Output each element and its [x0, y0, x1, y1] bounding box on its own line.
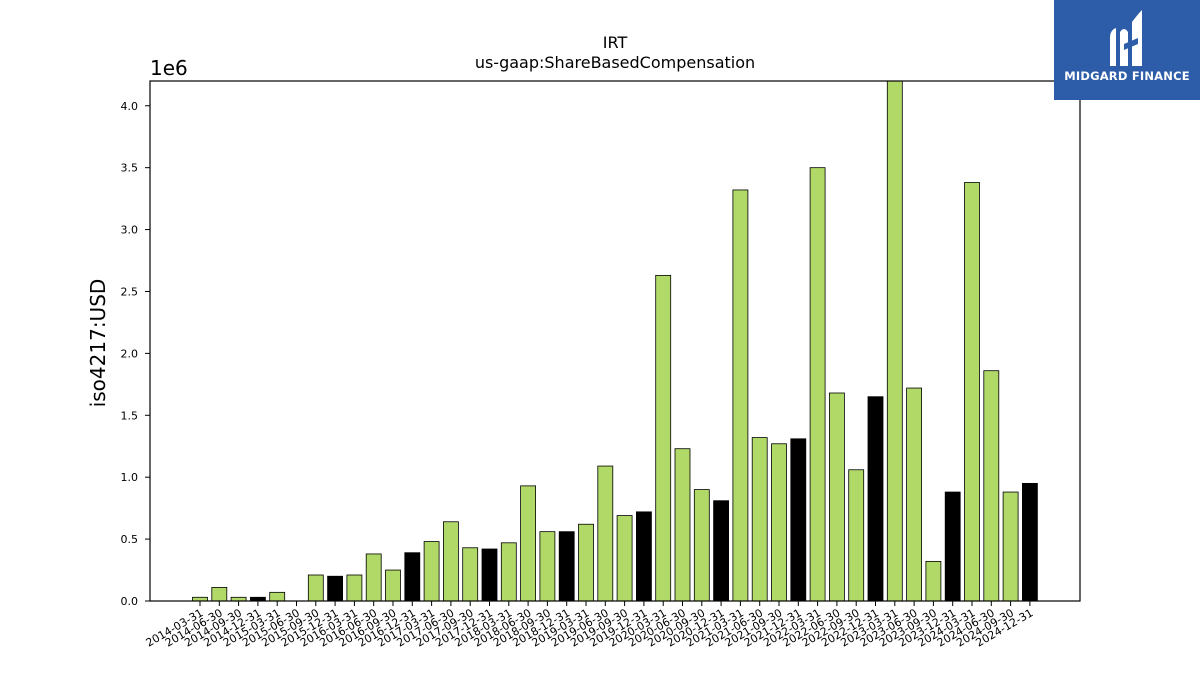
- bar-2018-09-30: [539, 531, 556, 602]
- bar-2016-03-31: [346, 574, 363, 602]
- bar-2019-09-30: [616, 515, 633, 602]
- bar-2019-03-31: [578, 523, 594, 602]
- bar-2015-12-31: [327, 575, 344, 602]
- brand-logo: MIDGARD FINANCE: [1054, 0, 1200, 100]
- bar-2017-03-31: [423, 541, 440, 602]
- bar-2022-03-31: [809, 167, 826, 602]
- y-tick-label: 2.5: [121, 285, 139, 298]
- bar-2022-09-30: [848, 469, 865, 602]
- bar-2020-06-30: [674, 448, 691, 602]
- y-tick-label: 3.0: [121, 224, 139, 237]
- bar-2018-12-31: [558, 531, 575, 602]
- bar-2015-03-31: [269, 591, 286, 602]
- bar-2018-06-30: [520, 485, 536, 602]
- bar-2021-12-31: [790, 438, 807, 602]
- y-tick-label: 4.0: [121, 100, 139, 113]
- y-multiplier-label: 1e6: [150, 56, 188, 80]
- bar-2021-06-30: [751, 437, 768, 602]
- bar-2017-09-30: [462, 547, 479, 602]
- bar-2016-12-31: [404, 552, 421, 602]
- bar-2017-06-30: [442, 521, 459, 602]
- bar-2016-09-30: [385, 569, 401, 602]
- y-tick-label: 1.5: [121, 409, 139, 422]
- bar-2015-09-30: [307, 574, 324, 602]
- bar-2024-03-31: [964, 182, 980, 602]
- bar-2023-06-30: [906, 387, 922, 602]
- brand-name: MIDGARD FINANCE: [1064, 69, 1190, 83]
- chart-subtitle: us-gaap:ShareBasedCompensation: [475, 53, 755, 72]
- bar-2019-06-30: [597, 465, 614, 602]
- bar-2023-03-31: [886, 80, 903, 602]
- bar-2014-06-30: [211, 586, 228, 602]
- bars-group: [192, 80, 1038, 602]
- midgard-logo-icon: [1110, 10, 1142, 66]
- chart-title: IRT: [603, 33, 628, 52]
- bar-2020-12-31: [713, 500, 729, 602]
- bar-2018-03-31: [500, 542, 517, 602]
- bar-2024-12-31: [1022, 482, 1038, 602]
- x-axis: 2014-03-312014-06-302014-09-302014-12-31…: [144, 601, 1035, 650]
- y-axis-label: iso4217:USD: [86, 279, 110, 408]
- bar-2021-03-31: [732, 189, 749, 602]
- y-tick-label: 1.0: [121, 471, 139, 484]
- y-tick-label: 2.0: [121, 347, 139, 360]
- bar-2016-06-30: [365, 553, 382, 602]
- bar-2022-12-31: [867, 396, 884, 602]
- y-tick-label: 0.5: [121, 533, 139, 546]
- bar-2017-12-31: [481, 548, 498, 602]
- bar-2023-09-30: [925, 560, 942, 602]
- bar-2019-12-31: [636, 511, 652, 602]
- bar-2023-12-31: [944, 491, 961, 602]
- bar-2022-06-30: [829, 392, 845, 602]
- bar-2020-09-30: [693, 489, 710, 602]
- bar-2024-06-30: [983, 370, 1000, 602]
- plot-frame: [149, 80, 1081, 602]
- bar-2020-03-31: [655, 274, 672, 602]
- y-tick-label: 3.5: [121, 162, 139, 175]
- y-axis: 0.0 0.5 1.0 1.5 2.0 2.5 3.0 3.5 4.0: [121, 100, 150, 608]
- y-tick-label: 0.0: [121, 595, 139, 608]
- bar-2021-09-30: [771, 443, 787, 602]
- bar-2024-09-30: [1002, 491, 1019, 602]
